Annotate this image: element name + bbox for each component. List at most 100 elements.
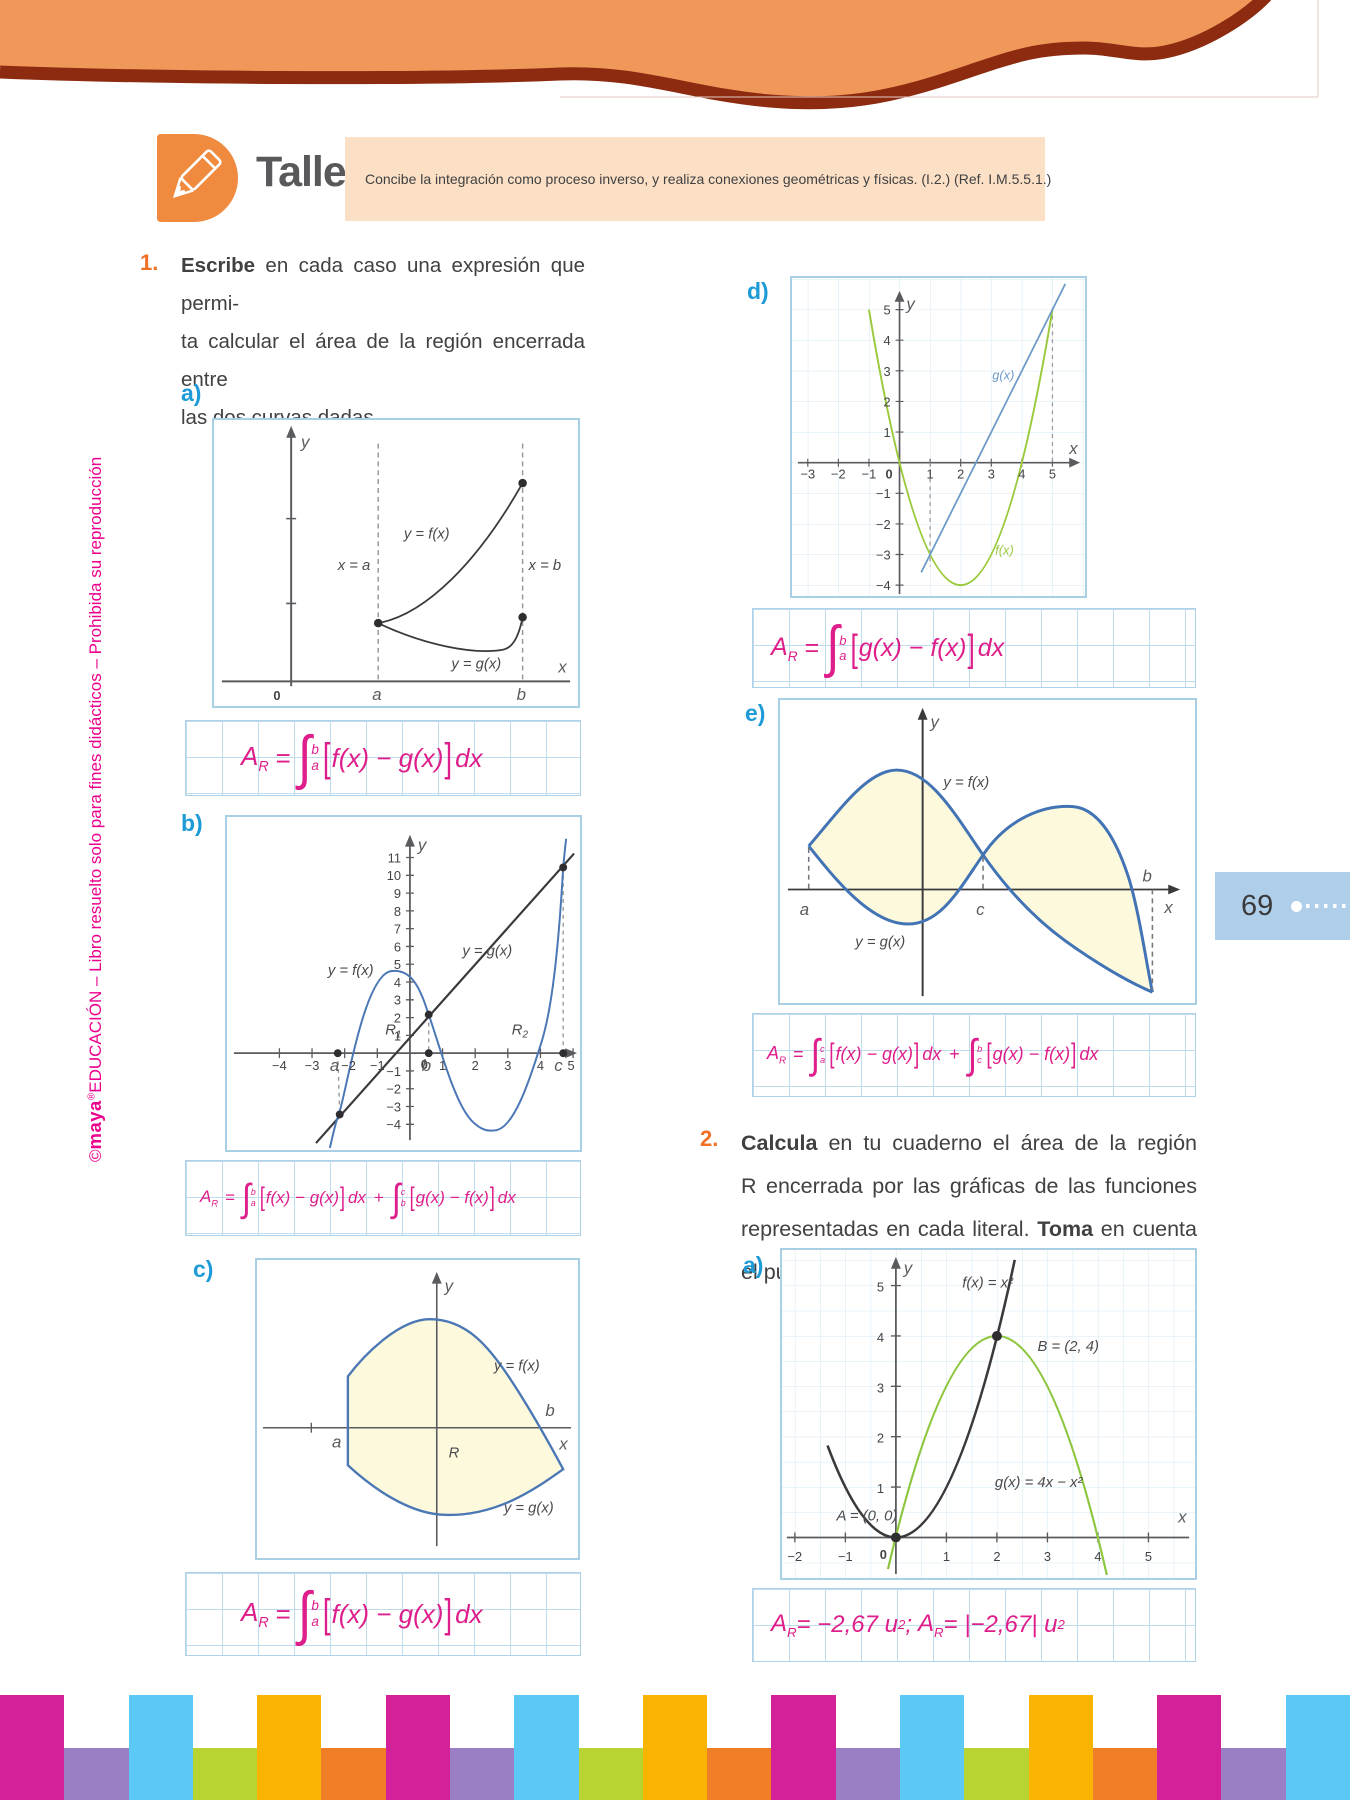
svg-text:b: b bbox=[1143, 867, 1152, 886]
svg-text:f(x) = x²: f(x) = x² bbox=[962, 1276, 1014, 1292]
pencil-icon bbox=[157, 134, 238, 222]
integral-sign: ∫ bbox=[810, 1032, 821, 1078]
svg-text:2: 2 bbox=[877, 1431, 884, 1446]
svg-text:11: 11 bbox=[388, 850, 401, 865]
item-label-e: e) bbox=[745, 700, 766, 726]
svg-text:4: 4 bbox=[537, 1058, 544, 1073]
svg-text:6: 6 bbox=[394, 939, 401, 954]
svg-text:−2: −2 bbox=[876, 517, 891, 532]
svg-text:4: 4 bbox=[1018, 466, 1025, 481]
svg-text:x = a: x = a bbox=[337, 558, 371, 574]
svg-text:g(x): g(x) bbox=[992, 368, 1014, 383]
svg-text:4: 4 bbox=[394, 975, 401, 990]
svg-text:5: 5 bbox=[394, 957, 401, 972]
svg-text:1: 1 bbox=[394, 1028, 401, 1043]
item-label-b: b) bbox=[181, 810, 203, 836]
svg-text:c: c bbox=[976, 900, 985, 919]
svg-text:0: 0 bbox=[880, 1547, 887, 1562]
svg-text:5: 5 bbox=[1145, 1549, 1152, 1564]
svg-text:−2: −2 bbox=[386, 1082, 401, 1097]
svg-text:1: 1 bbox=[927, 466, 934, 481]
formula-1b: AR = ∫ b a[f(x) − g(x)] dx + ∫ c b[g(x) − f(x… bbox=[200, 1176, 516, 1220]
paragraph-line: R encerrada por las gráficas de las func… bbox=[741, 1174, 1197, 1198]
svg-text:a: a bbox=[800, 900, 809, 919]
y-axis-negative-labels: −1 −2 −3 −4 bbox=[386, 1064, 401, 1132]
svg-text:−3: −3 bbox=[305, 1058, 320, 1073]
svg-text:y = f(x): y = f(x) bbox=[493, 1359, 540, 1375]
svg-text:−3: −3 bbox=[876, 547, 891, 562]
svg-text:x: x bbox=[558, 1434, 568, 1453]
y-axis-positive-labels: 11 10 9 8 7 6 5 4 3 2 1 bbox=[387, 850, 401, 1043]
brand-name: maya bbox=[84, 1100, 105, 1150]
region-R-outline bbox=[346, 1318, 565, 1517]
paragraph-line: representadas en cada literal. Toma en c… bbox=[741, 1217, 1197, 1241]
exercise-2-text: Calcula en tu cuaderno el área de la reg… bbox=[741, 1122, 1197, 1294]
svg-text:x: x bbox=[1068, 439, 1078, 458]
answer-strip-1e: AR = ∫ c a[f(x) − g(x)] dx + ∫ b c[g(x) − f(x… bbox=[752, 1013, 1196, 1097]
svg-text:3: 3 bbox=[877, 1380, 884, 1395]
svg-text:y: y bbox=[444, 1277, 455, 1296]
y-axis-arrow bbox=[286, 425, 297, 438]
svg-text:b: b bbox=[517, 685, 526, 704]
region-fill-1 bbox=[808, 770, 984, 925]
svg-text:a: a bbox=[372, 685, 381, 704]
formula-1d: AR = ∫ b a[g(x) − f(x)] dx bbox=[771, 615, 1005, 680]
answer-strip-1c: AR = ∫ b a[f(x) − g(x)] dx bbox=[185, 1572, 581, 1656]
x-axis-labels: −3 −2 −1 1 2 3 4 5 bbox=[800, 466, 1056, 481]
point-A bbox=[890, 1532, 901, 1543]
svg-text:2: 2 bbox=[394, 1011, 401, 1026]
y-axis-negative-labels: −1 −2 −3 −4 bbox=[876, 486, 891, 593]
svg-text:y = g(x): y = g(x) bbox=[461, 943, 512, 959]
svg-text:y = g(x): y = g(x) bbox=[450, 657, 501, 673]
graph-1d: y x −3 −2 −1 1 2 3 4 5 5 4 3 2 1 −1 −2 −3 −4 0 g(x) f(… bbox=[790, 276, 1087, 598]
section-title: Taller bbox=[256, 148, 363, 196]
svg-text:y = g(x): y = g(x) bbox=[503, 1501, 554, 1517]
integral-sign: ∫ bbox=[391, 1176, 401, 1220]
svg-text:4: 4 bbox=[1094, 1549, 1101, 1564]
svg-text:3: 3 bbox=[884, 364, 891, 379]
svg-text:3: 3 bbox=[394, 993, 401, 1008]
item-label-d: d) bbox=[747, 278, 769, 304]
curve-f bbox=[328, 838, 568, 1149]
line-g bbox=[920, 283, 1067, 573]
svg-text:B = (2, 4): B = (2, 4) bbox=[1038, 1339, 1100, 1355]
curve-f bbox=[826, 1259, 1017, 1539]
svg-text:a: a bbox=[330, 1056, 339, 1075]
svg-text:R1: R1 bbox=[385, 1022, 401, 1040]
region-fill-2 bbox=[983, 806, 1153, 993]
y-axis-positive-labels: 5 4 3 2 1 bbox=[884, 303, 891, 440]
svg-text:x: x bbox=[557, 657, 567, 676]
page-number: 69 bbox=[1241, 889, 1274, 922]
svg-text:2: 2 bbox=[993, 1549, 1000, 1564]
svg-text:y: y bbox=[417, 836, 428, 855]
svg-text:−1: −1 bbox=[862, 466, 877, 481]
line-g bbox=[315, 852, 575, 1144]
svg-text:y = f(x): y = f(x) bbox=[327, 963, 374, 979]
svg-text:−2: −2 bbox=[341, 1058, 356, 1073]
svg-text:3: 3 bbox=[1044, 1549, 1051, 1564]
svg-text:x: x bbox=[1163, 898, 1173, 917]
svg-text:5: 5 bbox=[877, 1280, 884, 1295]
svg-text:8: 8 bbox=[394, 904, 401, 919]
graph-1e: y x a c b y = f(x) y = g(x) bbox=[778, 698, 1197, 1005]
answer-strip-1d: AR = ∫ b a[g(x) − f(x)] dx bbox=[752, 608, 1196, 688]
dot-icon bbox=[1291, 900, 1303, 912]
paragraph-line: Escribe en cada caso una expresión que p… bbox=[181, 254, 585, 315]
svg-text:x = b: x = b bbox=[528, 558, 562, 574]
svg-text:−4: −4 bbox=[272, 1058, 287, 1073]
svg-text:−3: −3 bbox=[386, 1099, 401, 1114]
svg-text:y = g(x): y = g(x) bbox=[854, 935, 905, 951]
graph-1a: y x 0 a b x = a x = b y = f(x) y = g(x) bbox=[212, 418, 580, 708]
svg-text:5: 5 bbox=[1049, 466, 1056, 481]
curve-f bbox=[867, 309, 1054, 587]
svg-text:−4: −4 bbox=[386, 1117, 401, 1132]
integral-sign: ∫ bbox=[297, 1580, 312, 1647]
svg-text:x: x bbox=[1177, 1508, 1187, 1527]
svg-text:9: 9 bbox=[394, 886, 401, 901]
exercise-1-text: Escribe en cada caso una expresión que p… bbox=[181, 247, 585, 437]
x-axis-negative-labels: −4 −3 −2 −1 bbox=[272, 1058, 385, 1073]
curve-f bbox=[378, 482, 524, 625]
svg-text:−1: −1 bbox=[876, 486, 891, 501]
